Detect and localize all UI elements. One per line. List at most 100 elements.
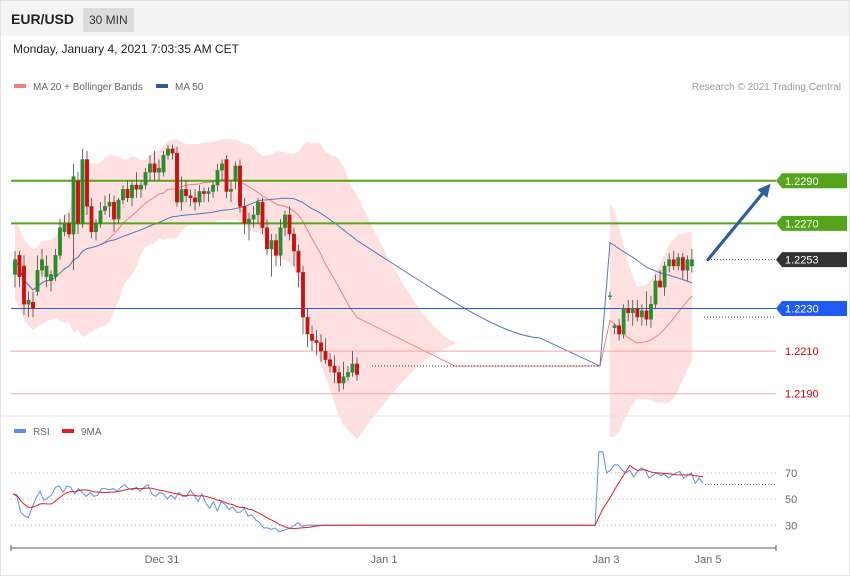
candle-body: [76, 180, 80, 224]
candle: [112, 195, 116, 232]
candle-body: [319, 342, 323, 352]
bollinger-bands: [15, 139, 692, 440]
candle-body: [278, 227, 283, 256]
candle-body: [26, 299, 31, 305]
level-label-pivot: 1.2230: [785, 304, 819, 316]
candle-body: [680, 257, 685, 271]
candle: [296, 244, 301, 288]
price-legend: MA 20 + Bollinger Bands MA 50: [14, 82, 204, 93]
candle-body: [617, 325, 622, 335]
level-label-resistance: 1.2290: [785, 176, 819, 188]
forecast-arrow-head: [757, 183, 771, 198]
candle-body: [193, 197, 197, 203]
x-tick-label: Jan 1: [371, 554, 398, 566]
candle-body: [170, 148, 175, 154]
candle-body: [685, 259, 690, 271]
candle: [319, 334, 323, 362]
candle: [35, 255, 40, 296]
candle: [667, 253, 672, 273]
candle: [269, 234, 274, 277]
candle-body: [283, 214, 287, 228]
candle: [40, 248, 44, 277]
candle: [346, 366, 350, 381]
candle-body: [224, 159, 229, 192]
candle: [44, 255, 49, 288]
candle: [80, 148, 85, 228]
candle-body: [13, 259, 17, 275]
candle-body: [323, 350, 328, 360]
candle-body: [690, 259, 694, 267]
candle-body: [116, 199, 121, 220]
rsi-legend-label: RSI: [33, 427, 50, 438]
candle-body: [265, 227, 269, 250]
candle-body: [166, 148, 170, 156]
candle: [175, 146, 179, 207]
level-tag-resistance: [776, 173, 847, 189]
candle: [256, 197, 260, 224]
candle-body: [67, 223, 71, 235]
candle: [184, 180, 188, 203]
candle-body: [94, 223, 98, 233]
rsi-tick-label: 70: [785, 468, 797, 480]
level-label-support: 1.2210: [785, 346, 819, 358]
candle: [685, 255, 690, 281]
candle: [197, 185, 202, 207]
candle: [301, 265, 305, 335]
candle: [220, 159, 224, 181]
candle-body: [112, 201, 116, 220]
candle: [662, 261, 667, 296]
candle: [58, 219, 62, 260]
candle: [635, 300, 640, 322]
candle-body: [184, 189, 188, 196]
candle-body: [269, 240, 274, 250]
candle-body: [676, 257, 681, 267]
timeframe-badge[interactable]: 30 MIN: [83, 8, 134, 32]
candle-body: [188, 195, 193, 199]
candle-body: [238, 165, 242, 207]
candle-body: [202, 191, 206, 194]
forecast-arrow: [706, 183, 771, 262]
candle: [13, 251, 17, 288]
candle-body: [161, 155, 166, 173]
candle-body: [229, 189, 233, 192]
candle-body: [215, 169, 220, 186]
candle: [224, 155, 229, 198]
candle-body: [107, 201, 112, 207]
candle: [62, 214, 67, 237]
chart-header: EUR/USD 30 MIN: [1, 1, 849, 36]
candle: [639, 304, 644, 326]
candle-body: [292, 233, 296, 252]
candle-body: [35, 270, 40, 292]
rsi-legend-swatch: [62, 429, 74, 433]
candle-body: [125, 189, 130, 199]
candle-body: [671, 259, 676, 267]
level-label-resistance: 1.2270: [785, 218, 819, 230]
candle: [690, 248, 694, 273]
candle-body: [139, 184, 143, 190]
candle: [355, 357, 359, 381]
level-tag-resistance: [776, 215, 847, 231]
candle: [658, 270, 662, 288]
x-tick-label: Jan 5: [695, 554, 722, 566]
candle: [31, 291, 35, 318]
candle-body: [667, 259, 672, 267]
bollinger-band-tail: [357, 195, 455, 440]
candle: [134, 172, 139, 198]
candle: [157, 159, 161, 181]
candle-body: [89, 206, 94, 233]
candle: [85, 151, 89, 215]
rsi-pane: RSI 9MA 70 50 30: [11, 427, 797, 533]
candle: [229, 180, 233, 203]
candle-body: [233, 165, 238, 182]
candle: [121, 185, 125, 205]
candle-body: [274, 240, 278, 256]
candle: [653, 274, 658, 309]
candle-body: [639, 310, 644, 318]
candle-body: [314, 340, 319, 343]
candle: [676, 253, 681, 271]
candle: [179, 176, 184, 211]
legend-label: MA 50: [175, 82, 204, 93]
candle-body: [197, 191, 202, 203]
candle-body: [251, 214, 256, 220]
candle: [206, 187, 211, 203]
